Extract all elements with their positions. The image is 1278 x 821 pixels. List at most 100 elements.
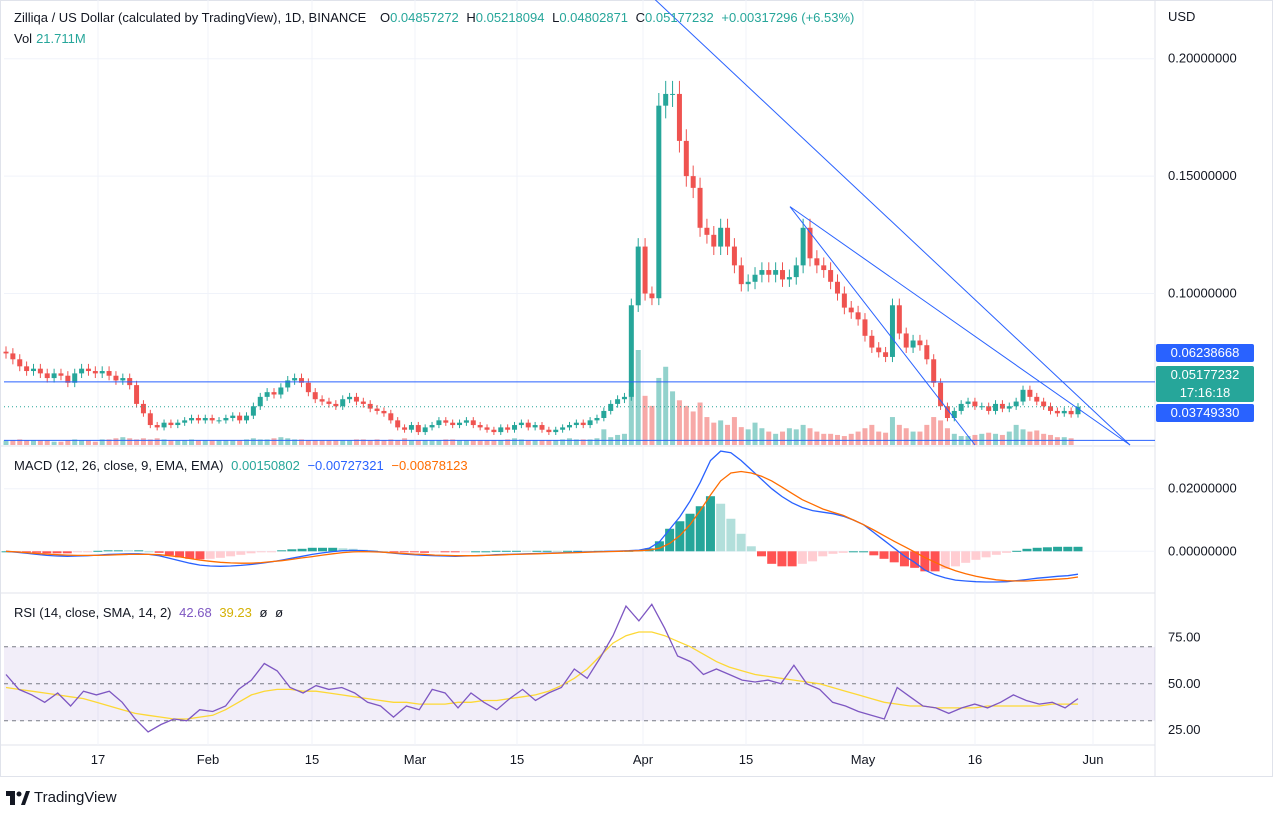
candle-body: [670, 93, 676, 95]
candle-body: [848, 307, 854, 313]
currency-label: USD: [1168, 9, 1196, 24]
volume-bar: [628, 389, 634, 445]
macd-histogram-bar: [910, 551, 920, 568]
volume-bar: [202, 440, 208, 445]
volume-bar: [690, 411, 696, 445]
volume-bar: [683, 405, 689, 445]
candle-body: [278, 387, 284, 395]
volume-bar: [92, 441, 98, 445]
candle-body: [931, 359, 937, 383]
macd-histogram-bar: [991, 551, 1001, 555]
candle-body: [683, 140, 689, 177]
macd-histogram-bar: [930, 551, 940, 572]
tradingview-logo[interactable]: TradingView: [6, 789, 117, 806]
volume-bar: [340, 440, 346, 445]
macd-histogram-bar: [1022, 548, 1032, 552]
macd-histogram-bar: [971, 551, 981, 560]
candle-body: [958, 403, 964, 411]
volume-bar: [154, 438, 160, 445]
high-value: 0.05218094: [475, 10, 545, 25]
time-tick-label: 15: [510, 752, 524, 767]
volume-bar: [230, 440, 236, 445]
candle-body: [807, 227, 813, 259]
volume-bar: [10, 440, 16, 445]
volume-bar: [37, 440, 43, 445]
volume-bar: [828, 433, 834, 445]
candle-body: [402, 427, 408, 430]
volume-bar: [85, 440, 91, 445]
candle-body: [1027, 389, 1033, 397]
macd-histogram-bar: [328, 547, 338, 552]
volume-bar: [587, 439, 593, 445]
volume-bar: [663, 366, 669, 445]
volume-bar: [175, 440, 181, 445]
candle-body: [230, 415, 236, 418]
macd-signal-line: [5, 470, 1079, 582]
candle-body: [1048, 406, 1054, 411]
candle-body: [264, 392, 270, 397]
candle-body: [182, 420, 188, 423]
macd-histogram-bar: [757, 551, 767, 557]
volume-bar: [931, 417, 937, 445]
close-value: 0.05177232: [645, 10, 714, 25]
candle-body: [189, 417, 195, 421]
candle-body: [594, 417, 600, 421]
volume-bar: [65, 440, 71, 445]
volume-bar: [491, 440, 497, 445]
volume-bar: [525, 440, 531, 445]
macd-histogram-bar: [236, 551, 246, 555]
candle-body: [44, 373, 50, 379]
candle-body: [876, 347, 882, 353]
rsi-x1: ø: [259, 605, 268, 620]
volume-bar: [917, 431, 923, 445]
candle-body: [539, 425, 545, 430]
volume-bar: [99, 439, 105, 445]
macd-tick-label: 0.00000000: [1168, 543, 1237, 558]
candle-body: [415, 425, 421, 433]
candle-body: [649, 293, 655, 299]
candle-body: [154, 425, 160, 428]
volume-bar: [759, 428, 765, 445]
candle-body: [505, 427, 511, 430]
macd-histogram-bar: [215, 551, 225, 558]
macd-histogram-bar: [777, 551, 787, 567]
macd-histogram-bar: [685, 513, 695, 552]
volume-bar: [422, 440, 428, 445]
volume-bar: [305, 440, 311, 445]
candle-body: [1034, 396, 1040, 402]
current-price-value: 0.05177232: [1170, 367, 1240, 382]
macd-histogram-bar: [195, 551, 205, 560]
macd-histogram: [1, 496, 1083, 572]
volume-bar: [938, 420, 944, 445]
macd-histogram-bar: [665, 528, 675, 552]
volume-bar: [278, 437, 284, 445]
macd-legend: MACD (12, 26, close, 9, EMA, EMA) 0.0015…: [14, 458, 472, 473]
macd-histogram-bar: [460, 551, 470, 553]
macd-histogram-bar: [746, 546, 756, 552]
candle-body: [663, 93, 669, 106]
candle-body: [10, 353, 16, 360]
volume-bar: [780, 431, 786, 445]
macd-histogram-bar: [1063, 546, 1073, 552]
candle-body: [134, 385, 140, 404]
volume-bar: [745, 429, 751, 445]
macd-histogram-bar: [767, 551, 777, 564]
macd-histogram-bar: [726, 518, 736, 552]
candles: [3, 80, 1081, 435]
chart-frame: [0, 0, 1273, 777]
candle-body: [738, 265, 744, 285]
volume-bar: [498, 440, 504, 445]
volume-bar: [292, 439, 298, 445]
candle-body: [566, 425, 572, 428]
candle-body: [924, 345, 930, 360]
macd-histogram-bar: [981, 551, 991, 558]
macd-histogram-bar: [563, 550, 573, 552]
open-label: O: [379, 10, 391, 25]
macd-histogram-bar: [961, 551, 971, 563]
candle-body: [298, 378, 304, 383]
rsi-value: 42.68: [179, 605, 212, 620]
volume-bar: [113, 438, 119, 445]
candle-body: [388, 413, 394, 421]
volume-bar: [134, 439, 140, 445]
